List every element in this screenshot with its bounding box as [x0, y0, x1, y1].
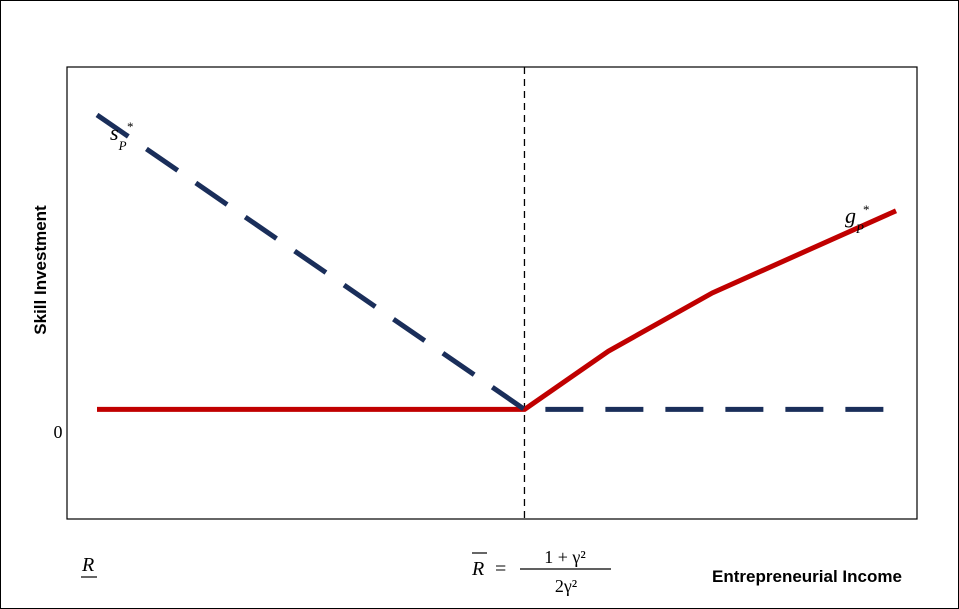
plot-area [66, 66, 918, 520]
y-tick-label-0: 0 [54, 422, 63, 442]
series-label-s-sup: * [127, 119, 134, 134]
series-label-g: gP [845, 203, 864, 236]
x-tick-threshold-lhs: R [471, 558, 484, 580]
series-label-g-sub: P [855, 221, 864, 236]
series-label-s-main: s [110, 120, 119, 145]
series-label-s: sP [110, 120, 127, 153]
series-line-g [97, 208, 898, 412]
y-axis-label: Skill Investment [31, 205, 50, 335]
series-label-g-sup: * [863, 202, 870, 217]
series-label-g-main: g [845, 203, 856, 228]
x-tick-threshold-eq: = [495, 558, 506, 580]
x-axis-label: Entrepreneurial Income [712, 567, 902, 586]
x-tick-threshold-denominator: 2γ² [555, 576, 577, 596]
series-label-s-sub: P [118, 138, 127, 153]
x-tick-label-left: R [81, 554, 94, 576]
x-tick-threshold-numerator: 1 + γ² [544, 547, 586, 567]
